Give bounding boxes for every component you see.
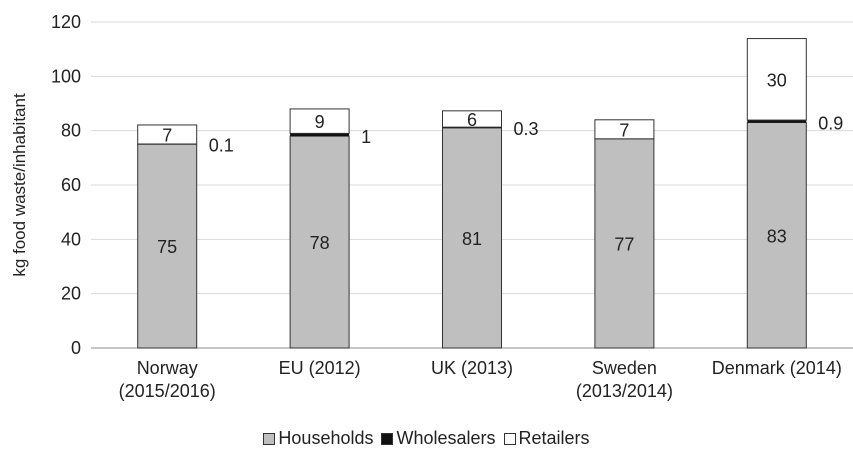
x-tick-label: EU (2012): [279, 358, 361, 378]
y-tick-label: 100: [51, 66, 81, 86]
data-label-households: 75: [157, 237, 177, 257]
y-tick-label: 0: [71, 338, 81, 358]
legend-swatch-retailers: [503, 432, 516, 445]
data-label-retailers: 6: [467, 110, 477, 130]
bar-segment-wholesalers: [747, 119, 807, 123]
legend-label-retailers: Retailers: [518, 428, 590, 448]
x-tick-label: Denmark (2014): [712, 358, 842, 378]
data-label-wholesalers: 0.1: [209, 135, 234, 155]
bar-segment-households: [442, 127, 502, 349]
bar-segment-wholesalers: [290, 133, 350, 137]
bar-segment-retailers: [746, 38, 807, 121]
legend-swatch-wholesalers: [381, 432, 394, 445]
legend-item-retailers: Retailers: [503, 428, 590, 449]
y-tick-label: 20: [61, 284, 81, 304]
data-label-households: 81: [462, 229, 482, 249]
bar-segment-households: [746, 122, 807, 349]
x-tick-label: (2015/2016): [119, 381, 216, 401]
y-tick-label: 40: [61, 229, 81, 249]
x-tick-label: UK (2013): [431, 358, 513, 378]
data-label-households: 83: [767, 226, 787, 246]
y-tick-label: 80: [61, 121, 81, 141]
chart: 0 20 40 60 80 100 120 kg food waste/inhabitant 7…: [10, 12, 853, 401]
bar-segment-households: [137, 143, 198, 349]
x-tick-label: (2013/2014): [576, 381, 673, 401]
data-label-retailers: 7: [162, 125, 172, 145]
legend: Households Wholesalers Retailers: [0, 428, 853, 449]
data-label-retailers: 30: [767, 70, 787, 90]
y-tick-label: 60: [61, 175, 81, 195]
legend-item-wholesalers: Wholesalers: [381, 428, 496, 449]
data-label-retailers: 7: [619, 120, 629, 140]
x-tick-label: Norway: [137, 358, 198, 378]
data-label-wholesalers: 1: [361, 127, 371, 147]
bar-segment-retailers: [442, 110, 502, 128]
bar-segment-retailers: [137, 124, 198, 145]
y-tick-label: 120: [51, 12, 81, 32]
legend-label-households: Households: [278, 428, 374, 448]
data-label-wholesalers: 0.3: [514, 119, 539, 139]
y-axis-title: kg food waste/inhabitant: [10, 93, 29, 277]
data-label-retailers: 9: [315, 112, 325, 132]
legend-item-households: Households: [263, 428, 373, 449]
legend-swatch-households: [263, 432, 276, 445]
data-label-households: 77: [614, 234, 634, 254]
bar-segment-households: [289, 135, 350, 349]
x-tick-label: Sweden: [592, 358, 657, 378]
data-label-wholesalers: 0.9: [818, 114, 843, 134]
bar-segment-households: [594, 138, 655, 349]
bar-segment-retailers: [289, 108, 350, 134]
bar-segment-retailers: [594, 119, 655, 140]
data-label-households: 78: [310, 233, 330, 253]
legend-label-wholesalers: Wholesalers: [396, 428, 496, 448]
